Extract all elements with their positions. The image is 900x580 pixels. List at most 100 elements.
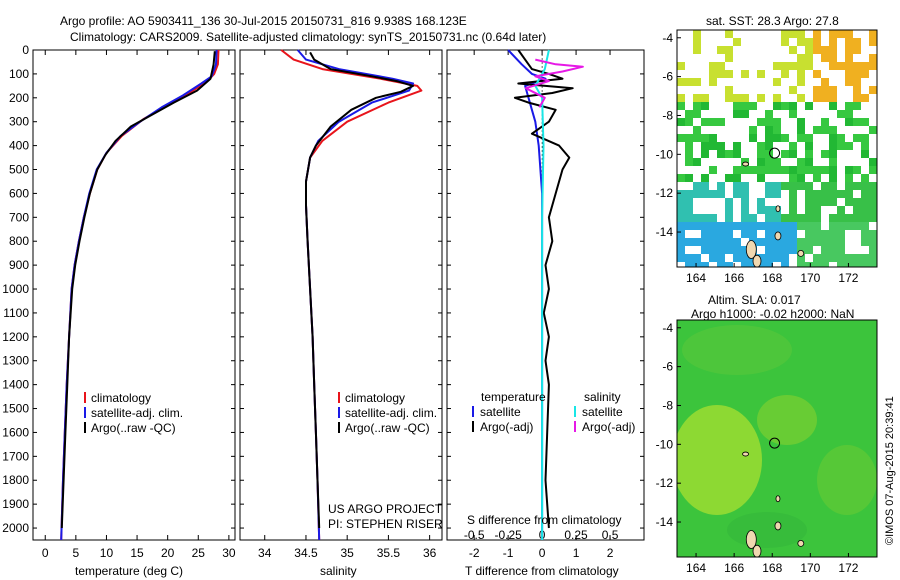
sst-cell	[821, 166, 829, 174]
legend-swatch-t-satellite	[472, 406, 474, 417]
sst-cell	[829, 150, 837, 158]
sst-cell	[861, 118, 869, 126]
sst-cell	[829, 230, 837, 238]
sst-cell	[693, 30, 701, 38]
sst-cell	[797, 126, 805, 134]
salinity-axis-label: salinity	[320, 564, 357, 578]
sst-cell	[749, 134, 757, 142]
sst-cell	[725, 30, 733, 38]
sst-cell	[725, 46, 733, 54]
sst-cell	[829, 222, 837, 230]
legend-swatch-satellite	[84, 407, 86, 418]
sst-cell	[693, 94, 701, 102]
sst-map-title: sat. SST: 28.3 Argo: 27.8	[706, 14, 839, 28]
sst-cell	[765, 142, 773, 150]
sst-cell	[717, 70, 725, 78]
map-x-tick-label: 172	[838, 561, 858, 575]
sst-cell	[757, 70, 765, 78]
sst-cell	[789, 230, 797, 238]
salinity-plot: 34 34.5 35 35.5 36	[240, 49, 442, 560]
sst-cell	[765, 182, 773, 190]
series-line	[513, 49, 574, 529]
salinity-legend: climatology satellite-adj. clim. Argo(..…	[328, 391, 443, 531]
sst-cell	[813, 214, 821, 222]
island	[775, 495, 781, 503]
sst-cell	[693, 182, 701, 190]
sst-cell	[861, 254, 869, 262]
sst-cell	[717, 46, 725, 54]
legend-label-s-argo: Argo(-adj)	[582, 420, 635, 434]
legend-label-t-argo: Argo(-adj)	[480, 420, 533, 434]
x-tick-label: -1	[503, 546, 514, 560]
sst-cell	[853, 254, 861, 262]
sst-cell	[757, 94, 765, 102]
sst-cell	[757, 198, 765, 206]
x-tick-label: 2	[607, 546, 614, 560]
sst-cell	[717, 150, 725, 158]
y-tick-label: 0	[22, 43, 29, 57]
sst-cell	[741, 110, 749, 118]
sst-cell	[805, 238, 813, 246]
sst-cell	[709, 62, 717, 70]
sst-cell	[741, 182, 749, 190]
sst-cell	[861, 134, 869, 142]
map-y-tick-label: -4	[662, 31, 673, 45]
temperature-legend: climatology satellite-adj. clim. Argo(..…	[84, 391, 183, 435]
y-tick-label: 1500	[2, 402, 29, 416]
sst-cell	[781, 238, 789, 246]
sst-cell	[701, 94, 709, 102]
sst-cell	[741, 166, 749, 174]
sst-cell	[677, 94, 685, 102]
sst-cell	[685, 214, 693, 222]
island	[774, 231, 782, 241]
sst-cell	[701, 190, 709, 198]
sst-cell	[837, 254, 845, 262]
sst-cell	[861, 94, 869, 102]
sst-cell	[725, 246, 733, 254]
difference-plot: -2 -1 0 1 2-0.5 -0.25 0 0.25 0.5	[447, 49, 644, 560]
map-y-tick-label: -4	[662, 321, 673, 335]
sst-cell	[829, 102, 837, 110]
y-tick-label: 800	[9, 234, 29, 248]
sst-cell	[693, 254, 701, 262]
sst-cell	[757, 142, 765, 150]
sst-cell	[789, 150, 797, 158]
sst-cell	[749, 102, 757, 110]
sst-cell	[773, 166, 781, 174]
sst-cell	[829, 86, 837, 94]
sst-cell	[805, 150, 813, 158]
sst-cell	[701, 230, 709, 238]
s-difference-axis-label: S difference from climatology	[467, 513, 622, 527]
sst-cell	[701, 142, 709, 150]
sst-cell	[797, 262, 805, 267]
sst-cell	[717, 238, 725, 246]
sst-cell	[757, 118, 765, 126]
sst-cell	[845, 102, 853, 110]
sst-cell	[693, 158, 701, 166]
map-x-tick-label: 166	[724, 271, 744, 285]
sst-cell	[733, 38, 741, 46]
sst-cell	[813, 254, 821, 262]
map-frame	[676, 319, 878, 558]
map-y-tick-label: -6	[662, 70, 673, 84]
sst-cell	[701, 134, 709, 142]
sst-cell	[845, 62, 853, 70]
sst-cell	[829, 94, 837, 102]
sst-cell	[781, 102, 789, 110]
sst-cell	[765, 206, 773, 214]
sst-cell	[821, 238, 829, 246]
sst-cell	[733, 222, 741, 230]
sst-cell	[797, 166, 805, 174]
sst-cell	[693, 126, 701, 134]
sst-cell	[837, 142, 845, 150]
legend-swatch-satellite	[338, 407, 340, 418]
sst-cell	[853, 86, 861, 94]
sst-cell	[813, 206, 821, 214]
sst-cell	[861, 262, 869, 267]
sst-cell	[677, 198, 685, 206]
sst-cell	[805, 38, 813, 46]
sst-cell	[853, 134, 861, 142]
legend-swatch-s-satellite	[574, 406, 576, 417]
sst-cell	[861, 150, 869, 158]
sst-cell	[845, 46, 853, 54]
